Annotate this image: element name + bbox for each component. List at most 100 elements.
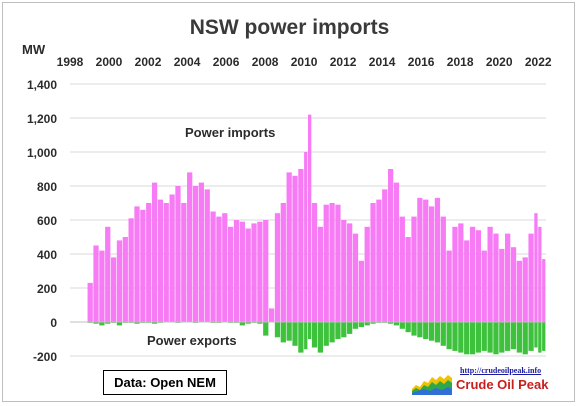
import-bar bbox=[452, 226, 458, 322]
export-bar bbox=[487, 322, 493, 353]
import-bar bbox=[411, 216, 417, 322]
export-bar bbox=[257, 322, 263, 324]
import-bar bbox=[163, 203, 169, 322]
import-bar bbox=[475, 230, 482, 322]
export-bar bbox=[304, 322, 308, 350]
export-bar bbox=[308, 322, 312, 339]
logo-name: Crude Oil Peak bbox=[456, 377, 549, 392]
export-bar bbox=[151, 322, 158, 324]
import-bar bbox=[534, 213, 538, 322]
import-bar bbox=[274, 213, 281, 322]
import-bar bbox=[505, 233, 511, 322]
import-bar bbox=[198, 182, 205, 322]
import-bar bbox=[487, 226, 493, 322]
import-bar bbox=[516, 260, 522, 322]
import-bar bbox=[440, 216, 446, 322]
annotation-power-imports: Power imports bbox=[185, 125, 275, 140]
export-bar bbox=[352, 322, 359, 329]
bar-series bbox=[70, 114, 546, 355]
export-bar bbox=[341, 322, 347, 338]
export-bar bbox=[538, 322, 542, 353]
import-bar bbox=[428, 206, 435, 322]
import-bar bbox=[347, 223, 353, 322]
x-tick-label: 2000 bbox=[96, 55, 123, 69]
import-bar bbox=[308, 114, 312, 322]
import-bar bbox=[304, 152, 308, 322]
export-bar bbox=[417, 322, 423, 338]
import-bar bbox=[280, 203, 286, 322]
crude-oil-peak-logo[interactable]: http://crudeoilpeak.info Crude Oil Peak bbox=[410, 364, 570, 398]
import-bar bbox=[216, 216, 222, 322]
import-bar bbox=[192, 186, 199, 322]
import-bar bbox=[181, 203, 187, 322]
export-bar bbox=[399, 322, 405, 329]
export-bar bbox=[286, 322, 292, 341]
import-bar bbox=[187, 172, 193, 322]
y-tick-labels: -200 0 200 400 600 800 1,000 1,200 1,400 bbox=[27, 78, 57, 364]
export-bar bbox=[522, 322, 528, 355]
export-bar bbox=[446, 322, 452, 350]
export-bar bbox=[263, 322, 269, 336]
export-bar bbox=[298, 322, 304, 353]
export-bar bbox=[458, 322, 464, 353]
export-bar bbox=[134, 322, 140, 324]
import-bar bbox=[542, 259, 546, 322]
import-bar bbox=[93, 245, 99, 322]
import-bar bbox=[251, 223, 257, 322]
import-bar bbox=[169, 194, 175, 322]
x-tick-labels: 1998 2000 2002 2004 2006 2008 2010 2012 2014 2016… bbox=[57, 55, 552, 69]
import-bar bbox=[352, 233, 359, 322]
import-bar bbox=[335, 204, 341, 322]
import-bar bbox=[382, 189, 388, 322]
x-tick-label: 2020 bbox=[486, 55, 513, 69]
import-bar bbox=[405, 237, 411, 322]
import-bar bbox=[263, 220, 269, 322]
x-tick-label: 2006 bbox=[213, 55, 240, 69]
import-bar bbox=[239, 221, 245, 322]
import-bar bbox=[268, 308, 275, 322]
y-tick-label: 1,000 bbox=[27, 146, 57, 160]
export-bar bbox=[387, 322, 394, 324]
import-bar bbox=[110, 257, 117, 322]
import-bar bbox=[175, 186, 181, 322]
y-tick-label: 1,200 bbox=[27, 112, 57, 126]
import-bar bbox=[493, 233, 499, 322]
y-tick-label: 200 bbox=[37, 282, 57, 296]
export-bar bbox=[317, 322, 324, 353]
import-bar bbox=[317, 226, 324, 322]
y-tick-label: 0 bbox=[50, 316, 57, 330]
export-bar bbox=[280, 322, 286, 343]
import-bar bbox=[370, 203, 376, 322]
export-bar bbox=[505, 322, 511, 351]
export-bar bbox=[510, 322, 517, 350]
import-bar bbox=[364, 226, 370, 322]
annotation-power-exports: Power exports bbox=[147, 333, 237, 348]
export-bar bbox=[335, 322, 341, 339]
export-bar bbox=[493, 322, 499, 355]
export-bar bbox=[411, 322, 417, 336]
import-bar bbox=[204, 189, 210, 322]
export-bar bbox=[440, 322, 446, 346]
logo-url: http://crudeoilpeak.info bbox=[460, 366, 542, 375]
import-bar bbox=[245, 228, 251, 322]
export-bar bbox=[292, 322, 298, 346]
import-bar bbox=[151, 182, 158, 322]
export-bar bbox=[499, 322, 505, 353]
export-bar bbox=[347, 322, 353, 334]
x-tick-label: 2014 bbox=[369, 55, 396, 69]
export-bar bbox=[528, 322, 534, 351]
x-tick-label: 2004 bbox=[174, 55, 201, 69]
x-tick-label: 2018 bbox=[447, 55, 474, 69]
import-bar bbox=[286, 172, 292, 322]
export-bar bbox=[542, 322, 546, 351]
export-bar bbox=[481, 322, 487, 351]
export-bar bbox=[329, 322, 335, 343]
export-bar bbox=[239, 322, 245, 326]
export-bar bbox=[245, 322, 251, 324]
import-bar bbox=[222, 213, 228, 322]
import-bar bbox=[210, 211, 216, 322]
import-bar bbox=[87, 282, 93, 322]
y-tick-label: 800 bbox=[37, 180, 57, 194]
export-bar bbox=[516, 322, 522, 353]
